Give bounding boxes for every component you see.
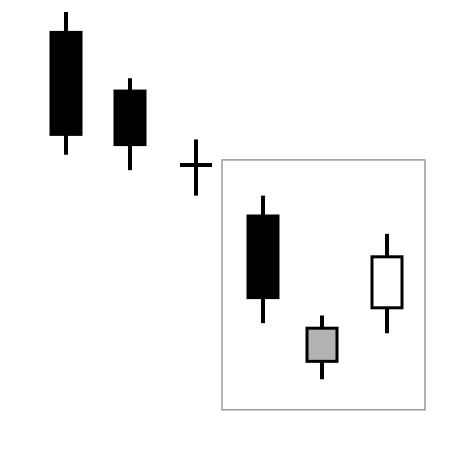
candle-body (49, 30, 83, 136)
candle-1 (49, 12, 83, 155)
candles-group (49, 12, 404, 380)
candle-body (113, 89, 147, 147)
candle-2 (113, 78, 147, 171)
candle-3 (180, 139, 212, 196)
pattern-highlight-frame (221, 159, 426, 411)
candle-4 (246, 195, 280, 324)
candle-body (305, 326, 339, 363)
candle-6 (370, 233, 404, 334)
candle-body (370, 255, 404, 310)
candle-5 (305, 315, 339, 380)
candle-body (246, 214, 280, 300)
